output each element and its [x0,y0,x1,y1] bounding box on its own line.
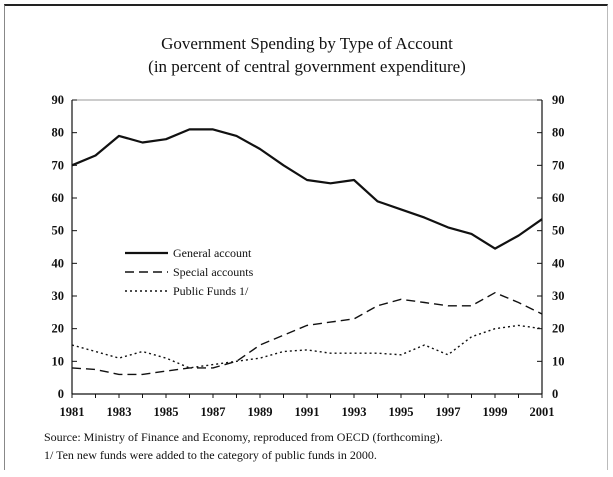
x-tick-label: 1993 [342,405,367,419]
footnote: 1/ Ten new funds were added to the categ… [44,448,377,462]
y-tick-label-right: 50 [552,224,565,238]
y-tick-label-left: 50 [52,224,65,238]
legend: General account Special accounts Public Fu… [125,246,254,298]
x-tick-label: 1981 [60,405,85,419]
y-tick-label-left: 0 [58,387,64,401]
y-tick-label-right: 40 [552,256,565,270]
x-tick-label: 1983 [107,405,132,419]
y-tick-label-right: 80 [552,126,565,140]
y-tick-label-right: 20 [552,322,565,336]
y-tick-label-left: 30 [52,289,65,303]
series-line-3 [71,324,543,369]
legend-label-2: Special accounts [173,265,254,279]
x-tick-label: 1991 [295,405,320,419]
y-tick-label-right: 90 [552,93,565,107]
y-tick-label-left: 70 [52,158,65,172]
axes: 0 0 10 10 20 20 30 30 40 40 50 50 60 60 70 70 80 80 90 90 19… [52,93,565,419]
y-tick-label-right: 0 [552,387,558,401]
legend-label-1: General account [173,246,252,260]
series-line-1 [71,128,543,250]
x-tick-label: 1997 [436,405,461,419]
series-layer [71,128,543,376]
x-tick-label: 1999 [483,405,508,419]
legend-label-3: Public Funds 1/ [173,284,249,298]
y-tick-label-right: 60 [552,191,565,205]
y-tick-label-left: 40 [52,256,65,270]
y-tick-label-right: 30 [552,289,565,303]
chart-frame [4,4,608,470]
x-tick-label: 1989 [248,405,273,419]
y-tick-label-right: 10 [552,354,565,368]
y-tick-label-right: 70 [552,158,565,172]
y-tick-label-left: 10 [52,354,65,368]
chart-subtitle: (in percent of central government expend… [148,57,466,76]
y-tick-label-left: 20 [52,322,65,336]
series-line-2 [71,292,543,376]
x-tick-label: 1995 [389,405,414,419]
x-tick-label: 1985 [154,405,179,419]
x-tick-label: 1987 [201,405,226,419]
y-tick-label-left: 60 [52,191,65,205]
y-tick-label-left: 80 [52,126,65,140]
x-tick-label: 2001 [530,405,555,419]
chart-title: Government Spending by Type of Account [161,34,453,53]
y-tick-label-left: 90 [52,93,65,107]
source-note: Source: Ministry of Finance and Economy,… [44,430,443,444]
